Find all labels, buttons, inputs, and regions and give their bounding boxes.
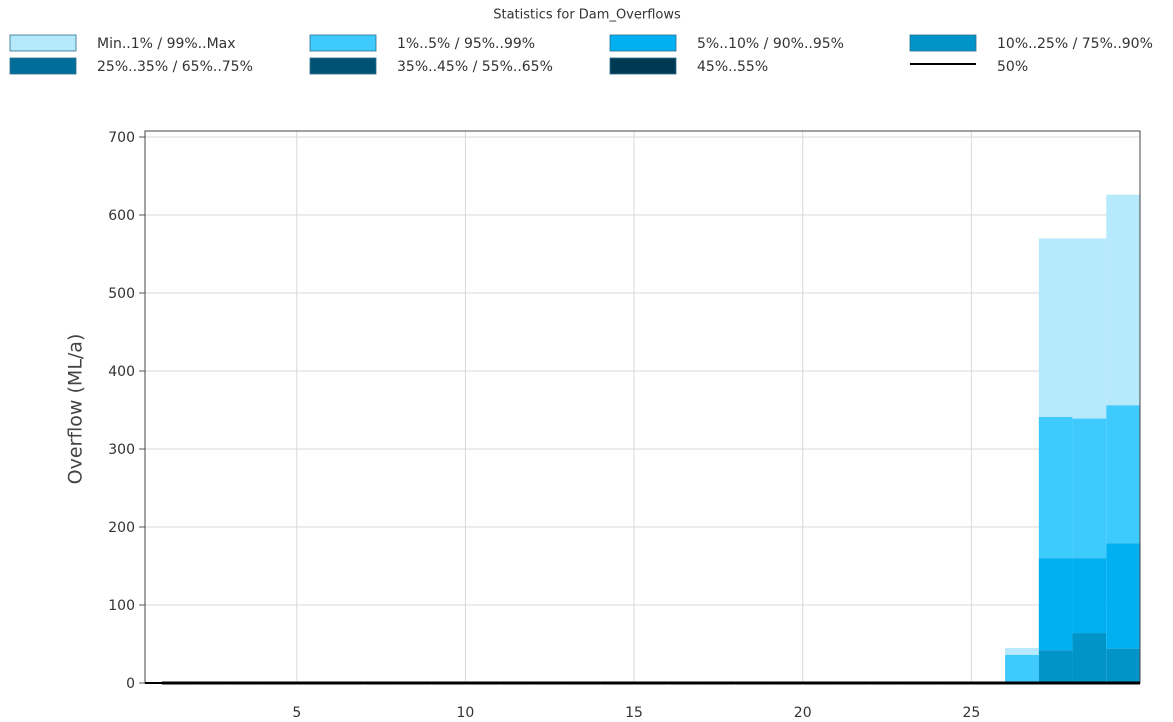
y-tick-label: 600 <box>108 208 135 224</box>
legend-label: 25%..35% / 65%..75% <box>97 59 253 75</box>
band <box>1072 418 1107 559</box>
x-tick-label: 20 <box>794 705 812 721</box>
band <box>1106 543 1140 649</box>
band <box>1005 647 1039 655</box>
x-tick-label: 15 <box>625 705 643 721</box>
band <box>1005 654 1039 683</box>
y-tick-label: 300 <box>108 442 135 458</box>
y-tick-label: 100 <box>108 598 135 614</box>
legend-swatch <box>9 34 77 52</box>
chart-title: Statistics for Dam_Overflows <box>493 8 681 23</box>
y-tick-label: 700 <box>108 130 135 146</box>
y-tick-label: 500 <box>108 286 135 302</box>
band <box>1106 648 1140 683</box>
legend-swatch <box>9 57 77 75</box>
legend-label: 35%..45% / 55%..65% <box>397 59 553 75</box>
x-tick-label: 5 <box>292 705 301 721</box>
legend-label: Min..1% / 99%..Max <box>97 36 236 52</box>
band <box>1072 558 1107 634</box>
band <box>1038 417 1073 559</box>
legend-swatch <box>609 57 677 75</box>
y-tick-label: 400 <box>108 364 135 380</box>
band <box>1038 650 1073 683</box>
legend-label: 45%..55% <box>697 59 768 75</box>
band <box>1106 194 1140 406</box>
legend-swatch <box>909 34 977 52</box>
y-axis-label: Overflow (ML/a) <box>65 334 87 485</box>
legend-label: 1%..5% / 95%..99% <box>397 36 535 52</box>
legend-swatch <box>309 34 377 52</box>
plot-frame <box>144 130 1141 684</box>
band <box>1072 238 1107 419</box>
legend-label: 5%..10% / 90%..95% <box>697 36 844 52</box>
legend-swatch <box>609 34 677 52</box>
x-tick-label: 25 <box>962 705 980 721</box>
x-tick-label: 10 <box>457 705 475 721</box>
legend-swatch <box>309 57 377 75</box>
band <box>1072 633 1107 683</box>
y-tick-label: 0 <box>126 676 135 692</box>
band <box>1038 558 1073 651</box>
y-tick-label: 200 <box>108 520 135 536</box>
legend-label: 50% <box>997 59 1028 75</box>
band <box>1038 238 1073 418</box>
band <box>1106 405 1140 544</box>
legend-label: 10%..25% / 75%..90% <box>997 36 1153 52</box>
